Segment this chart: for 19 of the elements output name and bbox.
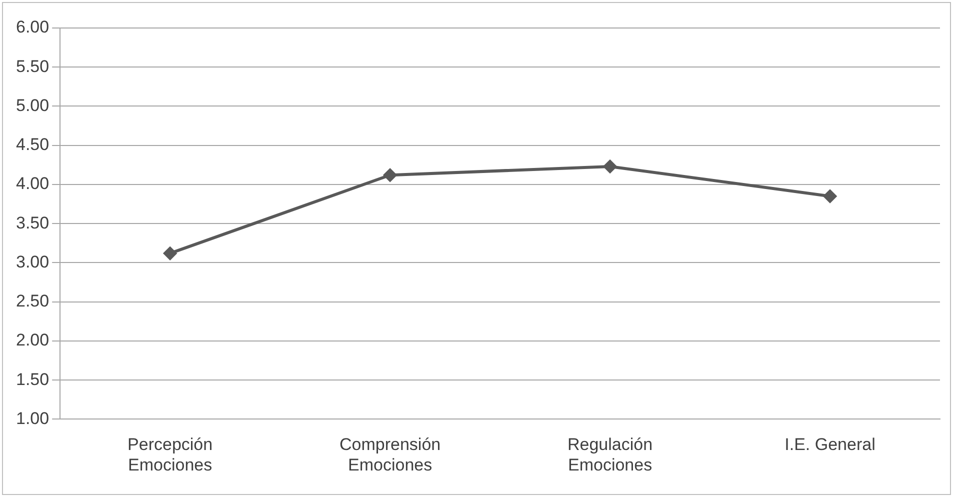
point	[384, 168, 397, 182]
x-tick-label: Regulación Emociones	[568, 435, 653, 474]
y-tick-label: 2.50	[16, 292, 50, 311]
y-tick-label: 6.00	[16, 18, 50, 37]
y-tick-label: 2.00	[16, 330, 50, 350]
y-tick-label: 4.00	[16, 174, 50, 194]
y-tick-label: 5.50	[16, 56, 50, 76]
x-tick-label: I.E. General	[784, 435, 876, 454]
y-tick-label: 1.00	[16, 408, 50, 428]
y-tick-label: 4.50	[16, 135, 50, 154]
y-tick-label: 5.00	[16, 96, 50, 115]
y-tick-label: 1.50	[16, 370, 50, 389]
point	[164, 246, 177, 260]
y-tick-label: 3.00	[16, 252, 50, 272]
x-tick-label: Percepción Emociones	[128, 435, 213, 474]
point	[604, 160, 617, 173]
x-tick-label: Comprensión Emociones	[340, 435, 441, 474]
point	[824, 190, 837, 203]
y-tick-label: 3.50	[16, 213, 50, 232]
